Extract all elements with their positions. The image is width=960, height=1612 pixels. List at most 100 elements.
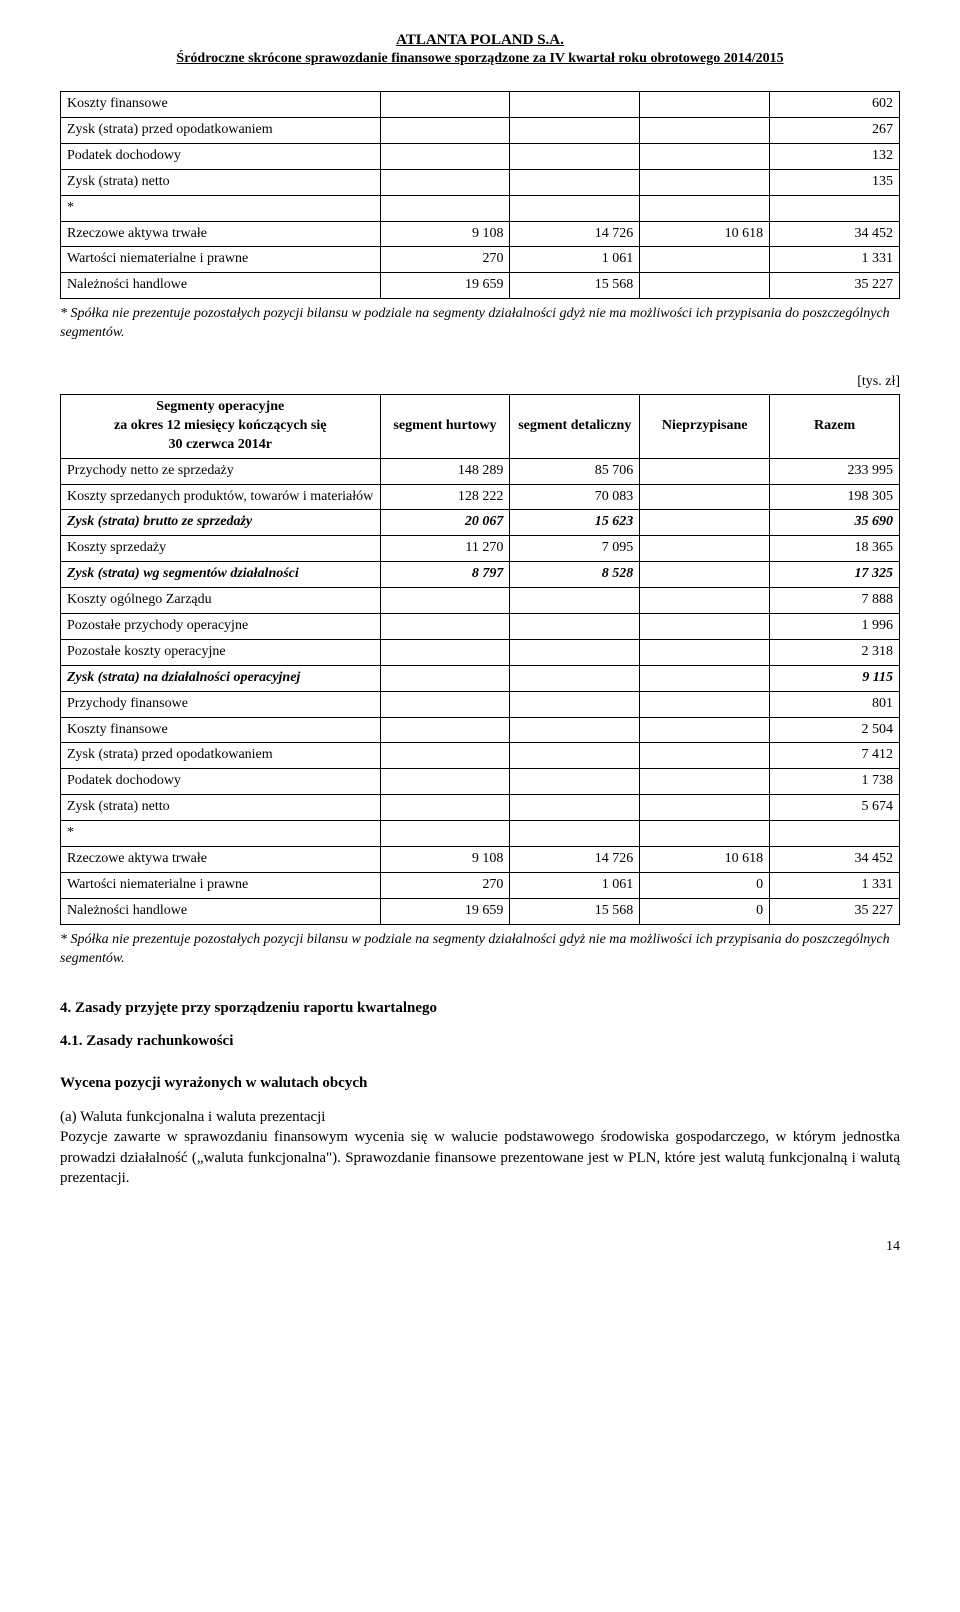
table-row-label: Rzeczowe aktywa trwałe	[61, 846, 381, 872]
table-row-label: Przychody netto ze sprzedaży	[61, 458, 381, 484]
table-cell: 7 095	[510, 536, 640, 562]
table-cell: 135	[770, 169, 900, 195]
table-row-label: Zysk (strata) przed opodatkowaniem	[61, 118, 381, 144]
table-cell	[380, 169, 510, 195]
para-a: (a) Waluta funkcjonalna i waluta prezent…	[60, 1107, 900, 1188]
table-cell	[640, 691, 770, 717]
table-row-label: Wartości niematerialne i prawne	[61, 247, 381, 273]
table-cell: 15 568	[510, 273, 640, 299]
table-cell: 15 623	[510, 510, 640, 536]
table-cell	[640, 92, 770, 118]
table-cell	[510, 821, 640, 847]
table-cell: 270	[380, 872, 510, 898]
table-cell: 35 690	[770, 510, 900, 536]
table-row-label: Przychody finansowe	[61, 691, 381, 717]
table-2-footnote: * Spółka nie prezentuje pozostałych pozy…	[60, 931, 900, 969]
table-cell	[380, 665, 510, 691]
table-cell: 17 325	[770, 562, 900, 588]
table-cell	[380, 195, 510, 221]
table-cell: 602	[770, 92, 900, 118]
table-row-label: Należności handlowe	[61, 273, 381, 299]
table-row-label: Koszty finansowe	[61, 717, 381, 743]
table-cell: 35 227	[770, 273, 900, 299]
table-cell: 267	[770, 118, 900, 144]
table-cell: 9 108	[380, 846, 510, 872]
table-row-label: *	[61, 195, 381, 221]
table-cell	[510, 92, 640, 118]
table-cell: 11 270	[380, 536, 510, 562]
table-cell	[770, 195, 900, 221]
table-2-head-label: Segmenty operacyjneza okres 12 miesięcy …	[61, 394, 381, 458]
table-cell	[640, 169, 770, 195]
table-cell	[380, 613, 510, 639]
table-cell	[640, 458, 770, 484]
table-2-head-c3: Nieprzypisane	[640, 394, 770, 458]
table-cell: 1 996	[770, 613, 900, 639]
table-2-head-c4: Razem	[770, 394, 900, 458]
table-cell	[640, 118, 770, 144]
table-cell: 233 995	[770, 458, 900, 484]
table-cell	[640, 717, 770, 743]
section-4-title: 4. Zasady przyjęte przy sporządzeniu rap…	[60, 998, 900, 1018]
table-row-label: Koszty finansowe	[61, 92, 381, 118]
table-cell: 14 726	[510, 846, 640, 872]
table-cell	[510, 118, 640, 144]
table-cell	[380, 639, 510, 665]
table-cell: 9 108	[380, 221, 510, 247]
table-cell	[380, 821, 510, 847]
table-cell: 35 227	[770, 898, 900, 924]
section-4-1-title: 4.1. Zasady rachunkowości	[60, 1031, 900, 1051]
table-cell: 128 222	[380, 484, 510, 510]
table-row-label: Zysk (strata) przed opodatkowaniem	[61, 743, 381, 769]
table-row-label: Podatek dochodowy	[61, 769, 381, 795]
table-cell: 15 568	[510, 898, 640, 924]
table-cell: 1 331	[770, 247, 900, 273]
report-title: Śródroczne skrócone sprawozdanie finanso…	[60, 50, 900, 69]
table-cell: 8 528	[510, 562, 640, 588]
table-cell	[380, 588, 510, 614]
table-row-label: Zysk (strata) wg segmentów działalności	[61, 562, 381, 588]
table-cell: 0	[640, 872, 770, 898]
table-cell: 270	[380, 247, 510, 273]
table-cell	[380, 717, 510, 743]
table-row-label: Wartości niematerialne i prawne	[61, 872, 381, 898]
table-row-label: Rzeczowe aktywa trwałe	[61, 221, 381, 247]
table-cell	[640, 665, 770, 691]
table-cell: 198 305	[770, 484, 900, 510]
company-name: ATLANTA POLAND S.A.	[60, 30, 900, 50]
table-cell: 132	[770, 143, 900, 169]
table-row-label: Zysk (strata) na działalności operacyjne…	[61, 665, 381, 691]
table-row-label: Koszty sprzedanych produktów, towarów i …	[61, 484, 381, 510]
table-cell	[770, 821, 900, 847]
table-2-head-c1: segment hurtowy	[380, 394, 510, 458]
table-cell	[510, 195, 640, 221]
table-cell: 14 726	[510, 221, 640, 247]
table-cell: 10 618	[640, 846, 770, 872]
table-row-label: Zysk (strata) netto	[61, 795, 381, 821]
table-row-label: Zysk (strata) netto	[61, 169, 381, 195]
table-cell	[640, 484, 770, 510]
table-cell	[510, 588, 640, 614]
table-cell	[640, 510, 770, 536]
page-header: ATLANTA POLAND S.A. Śródroczne skrócone …	[60, 30, 900, 69]
table-cell: 7 888	[770, 588, 900, 614]
table-cell	[640, 588, 770, 614]
table-cell: 34 452	[770, 846, 900, 872]
table-cell	[380, 691, 510, 717]
table-cell: 801	[770, 691, 900, 717]
table-cell: 1 061	[510, 247, 640, 273]
table-cell	[640, 536, 770, 562]
table-cell: 20 067	[380, 510, 510, 536]
table-cell	[510, 169, 640, 195]
table-cell: 19 659	[380, 898, 510, 924]
table-cell: 2 318	[770, 639, 900, 665]
table-row-label: Koszty ogólnego Zarządu	[61, 588, 381, 614]
table-row-label: Podatek dochodowy	[61, 143, 381, 169]
table-cell: 1 061	[510, 872, 640, 898]
table-cell: 1 331	[770, 872, 900, 898]
table-cell	[510, 665, 640, 691]
table-row-label: Koszty sprzedaży	[61, 536, 381, 562]
table-cell: 5 674	[770, 795, 900, 821]
table-2-head-c2: segment detaliczny	[510, 394, 640, 458]
table-cell	[380, 118, 510, 144]
